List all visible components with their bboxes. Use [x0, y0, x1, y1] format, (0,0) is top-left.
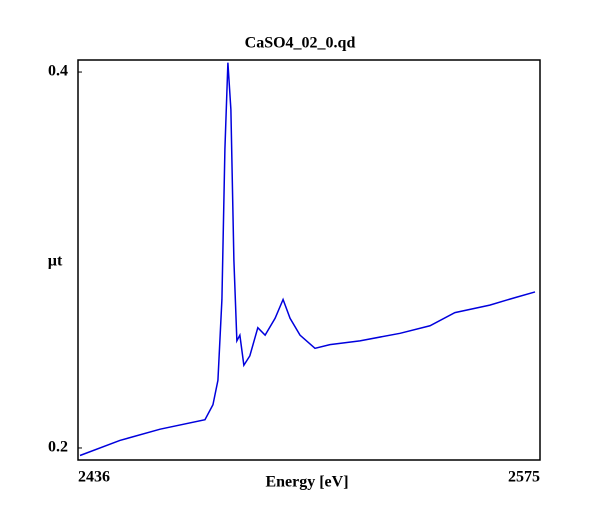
y-tick-label: 0.4	[48, 63, 68, 80]
plot-frame	[77, 59, 541, 461]
x-axis-label: Energy [eV]	[265, 474, 348, 491]
y-tick-label: 0.2	[48, 439, 68, 456]
y-axis-label: µt	[48, 253, 63, 270]
x-tick-label: 2436	[78, 469, 110, 486]
data-line	[79, 62, 536, 457]
chart-title: CaSO4_02_0.qd	[245, 35, 356, 52]
x-tick-label: 2575	[508, 469, 540, 486]
